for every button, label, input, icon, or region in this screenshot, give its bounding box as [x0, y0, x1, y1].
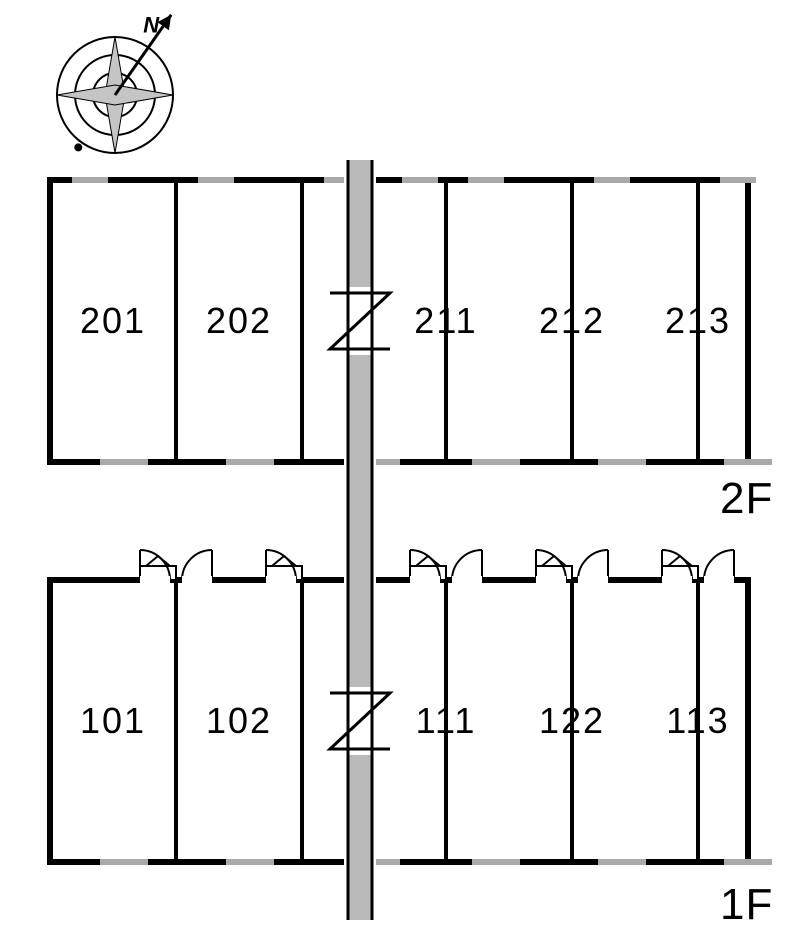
floor-1F	[50, 550, 772, 865]
floor-label-1F: 1F	[720, 880, 773, 930]
floor-2F	[50, 177, 772, 465]
room-label-211: 211	[414, 300, 477, 342]
room-label-212: 212	[539, 300, 605, 342]
room-label-122: 122	[539, 700, 605, 742]
room-label-113: 113	[666, 700, 729, 742]
plan-svg: N	[0, 0, 800, 940]
room-label-102: 102	[206, 700, 272, 742]
compass-icon: N	[57, 13, 173, 153]
floor-label-2F: 2F	[720, 474, 773, 524]
room-label-201: 201	[80, 300, 146, 342]
room-label-213: 213	[665, 300, 731, 342]
floor-plan-diagram: N 201 202 211 212 213 2F 101 102 111 122 113 1F	[0, 0, 800, 940]
room-label-101: 101	[80, 700, 146, 742]
room-label-202: 202	[206, 300, 272, 342]
svg-text:N: N	[143, 13, 160, 38]
room-label-111: 111	[416, 700, 477, 742]
section-break	[324, 160, 396, 920]
